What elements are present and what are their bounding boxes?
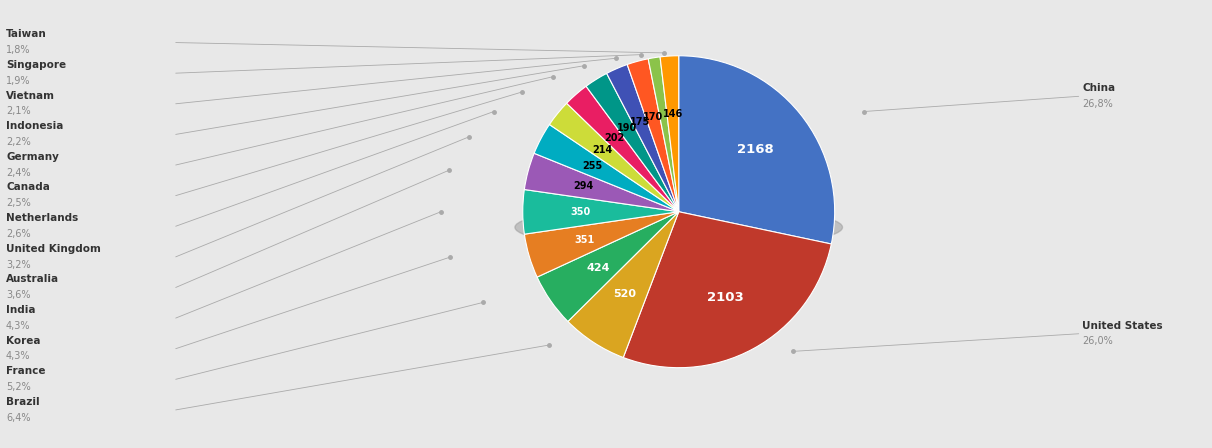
Text: 2103: 2103: [708, 292, 744, 305]
Wedge shape: [661, 56, 679, 212]
Text: 3,2%: 3,2%: [6, 259, 30, 270]
Wedge shape: [522, 190, 679, 234]
Wedge shape: [534, 125, 679, 212]
Text: Canada: Canada: [6, 182, 50, 193]
Text: Vietnam: Vietnam: [6, 90, 55, 101]
Text: United Kingdom: United Kingdom: [6, 244, 101, 254]
Text: Singapore: Singapore: [6, 60, 67, 70]
Text: 2,6%: 2,6%: [6, 229, 30, 239]
Wedge shape: [549, 103, 679, 212]
Text: 214: 214: [593, 145, 612, 155]
Text: 1,9%: 1,9%: [6, 76, 30, 86]
Text: 1,8%: 1,8%: [6, 45, 30, 55]
Text: Germany: Germany: [6, 152, 59, 162]
Text: 190: 190: [617, 123, 636, 134]
Text: 5,2%: 5,2%: [6, 382, 30, 392]
Wedge shape: [537, 212, 679, 322]
Text: Taiwan: Taiwan: [6, 30, 47, 39]
Text: Brazil: Brazil: [6, 397, 40, 407]
Wedge shape: [623, 212, 831, 368]
Ellipse shape: [515, 206, 842, 249]
Wedge shape: [628, 59, 679, 212]
Text: 4,3%: 4,3%: [6, 321, 30, 331]
Text: 520: 520: [613, 289, 636, 299]
Wedge shape: [567, 86, 679, 212]
Wedge shape: [525, 153, 679, 212]
Text: 175: 175: [629, 116, 650, 126]
Text: 424: 424: [587, 263, 610, 273]
Text: 3,6%: 3,6%: [6, 290, 30, 300]
Text: France: France: [6, 366, 46, 376]
Text: 26,8%: 26,8%: [1082, 99, 1113, 109]
Text: 2,1%: 2,1%: [6, 107, 30, 116]
Text: 2,4%: 2,4%: [6, 168, 30, 178]
Text: 350: 350: [571, 207, 590, 217]
Text: 26,0%: 26,0%: [1082, 336, 1113, 346]
Text: 170: 170: [642, 112, 663, 122]
Text: China: China: [1082, 83, 1115, 93]
Wedge shape: [648, 57, 679, 212]
Text: 2,2%: 2,2%: [6, 137, 30, 147]
Wedge shape: [679, 56, 835, 244]
Text: 2168: 2168: [737, 143, 773, 156]
Text: Netherlands: Netherlands: [6, 213, 79, 223]
Text: 146: 146: [663, 108, 682, 119]
Text: Indonesia: Indonesia: [6, 121, 63, 131]
Text: Korea: Korea: [6, 336, 40, 345]
Text: 6,4%: 6,4%: [6, 413, 30, 422]
Text: India: India: [6, 305, 35, 315]
Text: 351: 351: [574, 235, 595, 245]
Text: 202: 202: [604, 133, 624, 143]
Wedge shape: [587, 73, 679, 212]
Text: 4,3%: 4,3%: [6, 351, 30, 362]
Text: 294: 294: [573, 181, 594, 191]
Text: 255: 255: [582, 160, 602, 171]
Text: United States: United States: [1082, 321, 1164, 331]
Wedge shape: [607, 65, 679, 212]
Text: 2,5%: 2,5%: [6, 198, 30, 208]
Wedge shape: [568, 212, 679, 358]
Text: Australia: Australia: [6, 274, 59, 284]
Wedge shape: [525, 212, 679, 277]
